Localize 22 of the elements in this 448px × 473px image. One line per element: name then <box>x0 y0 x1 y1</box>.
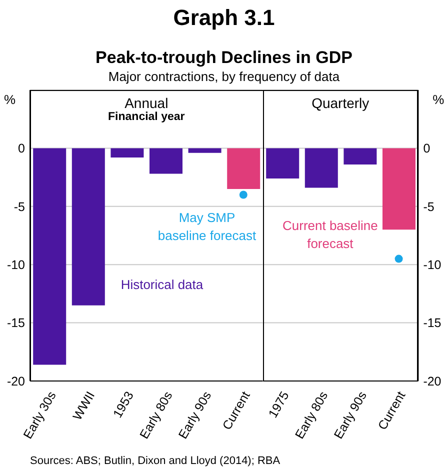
chart-title: Quarterly <box>310 95 370 111</box>
y-tick-label: -20 <box>6 374 26 388</box>
y-tick-label: -10 <box>6 258 26 272</box>
series-label: Historical data <box>120 277 204 292</box>
chart-title: Annual <box>124 95 170 111</box>
caption: Graph 3.1 <box>172 5 276 31</box>
y-tick-label: -10 <box>422 258 442 272</box>
text: Financial year <box>107 110 186 123</box>
source-note: Sources: ABS; Butlin, Dixon and Lloyd (2014); RBA <box>30 455 282 467</box>
y-tick-label: -20 <box>422 374 442 388</box>
text: Peak-to-trough Declines in GDP <box>94 48 354 68</box>
y-tick-label: 0 <box>422 142 430 156</box>
y-tick-label: -15 <box>422 316 442 330</box>
y-axis-title: % <box>4 92 16 107</box>
y-tick-label: -15 <box>6 316 26 330</box>
y-tick-label: -5 <box>14 200 26 214</box>
text: Major contractions, by frequency of data <box>107 69 341 84</box>
y-tick-label: 0 <box>18 142 26 156</box>
series-label: May SMP baseline forecast <box>158 210 256 243</box>
series-label: Current baseline forecast <box>282 218 378 251</box>
y-tick-label: -5 <box>422 200 434 214</box>
y-axis-title: % <box>432 92 444 108</box>
